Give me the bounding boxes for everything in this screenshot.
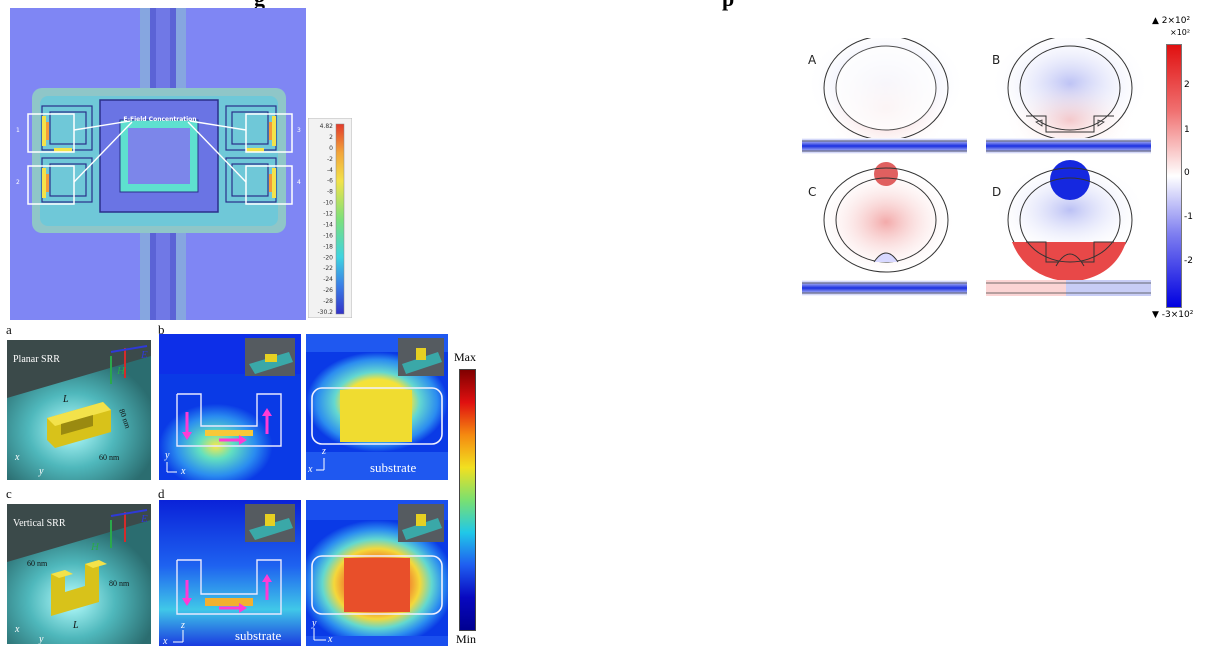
ring-colorbar-tick: 0 bbox=[1184, 168, 1190, 178]
panel-b-axis-y: y bbox=[164, 450, 170, 461]
efield-colorbar-tick: 4.82 bbox=[320, 123, 334, 130]
panel-c-dim-width: 60 nm bbox=[27, 559, 48, 568]
efield-colorbar-tick: -14 bbox=[323, 221, 333, 228]
panel-d-axis-z: z bbox=[180, 620, 185, 631]
panel-a-planar-srr: Planar SRR E H L 80 nm 60 nm x y bbox=[7, 340, 151, 480]
ring-colorbar-multiplier: ×10² bbox=[1170, 28, 1191, 37]
panel-d-substrate: substrate bbox=[235, 628, 281, 643]
panel-D-label: D bbox=[992, 185, 1001, 199]
panel-a-dim-width: 60 nm bbox=[99, 453, 120, 462]
panel-d-axis-y: y bbox=[311, 618, 317, 629]
panel-b-axis-z: z bbox=[321, 446, 326, 457]
srr-colorbar: Max Min bbox=[452, 350, 494, 648]
panel-b-substrate: substrate bbox=[370, 460, 416, 475]
efield-colorbar-tick: -4 bbox=[327, 167, 333, 174]
efield-colorbar-tick: -30.2 bbox=[317, 309, 333, 316]
panel-d-field-xz: substrate z x bbox=[159, 500, 301, 647]
panel-C: C bbox=[802, 162, 967, 296]
efield-colorbar-tick: -18 bbox=[323, 243, 333, 250]
efield-colorbar-tick: -26 bbox=[323, 287, 333, 294]
panel-b-axis-x2: x bbox=[307, 464, 313, 475]
panel-label-c: c bbox=[6, 486, 12, 501]
panel-B: B bbox=[986, 28, 1151, 160]
panel-b-axis-x: x bbox=[180, 466, 186, 477]
srr-colorbar-gradient bbox=[459, 369, 476, 631]
panel-label-d: d bbox=[158, 486, 165, 501]
ring-colorbar-top: ▲ 2×10² bbox=[1152, 16, 1191, 26]
panel-c-vertical-srr: Vertical SRR E H 60 nm 80 nm L x y bbox=[7, 504, 151, 645]
srr-colorbar-max: Max bbox=[454, 350, 476, 364]
efield-colorbar-tick: 2 bbox=[329, 134, 333, 141]
port-label-4: 4 bbox=[297, 179, 301, 186]
panel-c-axis-x: x bbox=[14, 624, 20, 635]
panel-label-a: a bbox=[6, 322, 12, 337]
efield-colorbar-tick: -20 bbox=[323, 254, 333, 261]
panel-c-axis-y: y bbox=[38, 634, 44, 644]
ring-colorbar: ▲ 2×10² ×10² 2 1 0 -1 -2 ▼ -3×10² bbox=[1150, 16, 1210, 326]
panel-c-title: Vertical SRR bbox=[13, 518, 66, 529]
panel-a-e-symbol: E bbox=[140, 349, 148, 361]
panel-C-label: C bbox=[808, 185, 816, 199]
ring-colorbar-tick: 1 bbox=[1184, 125, 1190, 135]
panel-c-h-symbol: H bbox=[90, 541, 100, 553]
port-label-1: 1 bbox=[16, 127, 20, 134]
panel-d-axis-x: x bbox=[162, 636, 168, 646]
ring-colorbar-tick: 2 bbox=[1184, 80, 1190, 90]
panel-B-label: B bbox=[992, 53, 1000, 67]
ring-colorbar-gradient bbox=[1166, 44, 1182, 308]
panel-a-axis-y: y bbox=[38, 466, 44, 477]
ring-colorbar-tick: -2 bbox=[1184, 256, 1193, 266]
panel-a-dim-length: L bbox=[62, 394, 69, 405]
panel-c-e-symbol: E bbox=[140, 513, 148, 525]
efield-annotation: E-Field Concentration bbox=[123, 116, 196, 123]
efield-colorbar-tick: -24 bbox=[323, 276, 333, 283]
panel-b-field-xy: y x bbox=[159, 334, 301, 480]
figure-ring-resonators: A B C bbox=[802, 28, 1172, 300]
figure-efield-simulation: E-Field Concentration 1 2 3 4 bbox=[10, 8, 306, 320]
heading-fragment-right: p bbox=[722, 0, 734, 12]
efield-map: E-Field Concentration 1 2 3 4 bbox=[10, 8, 306, 320]
panel-a-axis-x: x bbox=[14, 452, 20, 463]
efield-colorbar-tick: -16 bbox=[323, 232, 333, 239]
panel-a-h-symbol: H bbox=[116, 365, 126, 377]
panel-a-title: Planar SRR bbox=[13, 354, 60, 365]
efield-colorbar-tick: -12 bbox=[323, 211, 333, 218]
efield-colorbar-tick: -10 bbox=[323, 200, 333, 207]
panel-A: A bbox=[802, 28, 967, 160]
efield-colorbar-tick: -2 bbox=[327, 156, 333, 163]
srr-colorbar-min: Min bbox=[456, 632, 477, 646]
panel-d-field-xy: y x bbox=[306, 500, 448, 646]
efield-colorbar-tick: -22 bbox=[323, 265, 333, 272]
heading-fragment-left: g bbox=[254, 0, 265, 12]
panel-D: D bbox=[986, 160, 1151, 296]
panel-label-b: b bbox=[158, 322, 165, 337]
ring-colorbar-tick: -1 bbox=[1184, 212, 1193, 222]
efield-colorbar: 4.82 2 0 -2 -4 -6 -8 -10 -12 -14 -16 -18 -20 -22 -24 -2… bbox=[307, 117, 353, 319]
ring-colorbar-bottom: ▼ -3×10² bbox=[1152, 310, 1194, 320]
panel-A-label: A bbox=[808, 53, 817, 67]
efield-colorbar-tick: -8 bbox=[327, 189, 333, 196]
port-label-3: 3 bbox=[297, 127, 301, 134]
panel-d-axis-x2: x bbox=[327, 634, 333, 645]
efield-colorbar-tick: -6 bbox=[327, 178, 333, 185]
efield-colorbar-tick: 0 bbox=[329, 145, 333, 152]
efield-colorbar-tick: -28 bbox=[323, 298, 333, 305]
port-label-2: 2 bbox=[16, 179, 20, 186]
panel-c-dim-length: L bbox=[72, 620, 79, 631]
panel-c-dim-height: 80 nm bbox=[109, 579, 130, 588]
panel-b-field-xz: substrate z x bbox=[306, 334, 448, 480]
